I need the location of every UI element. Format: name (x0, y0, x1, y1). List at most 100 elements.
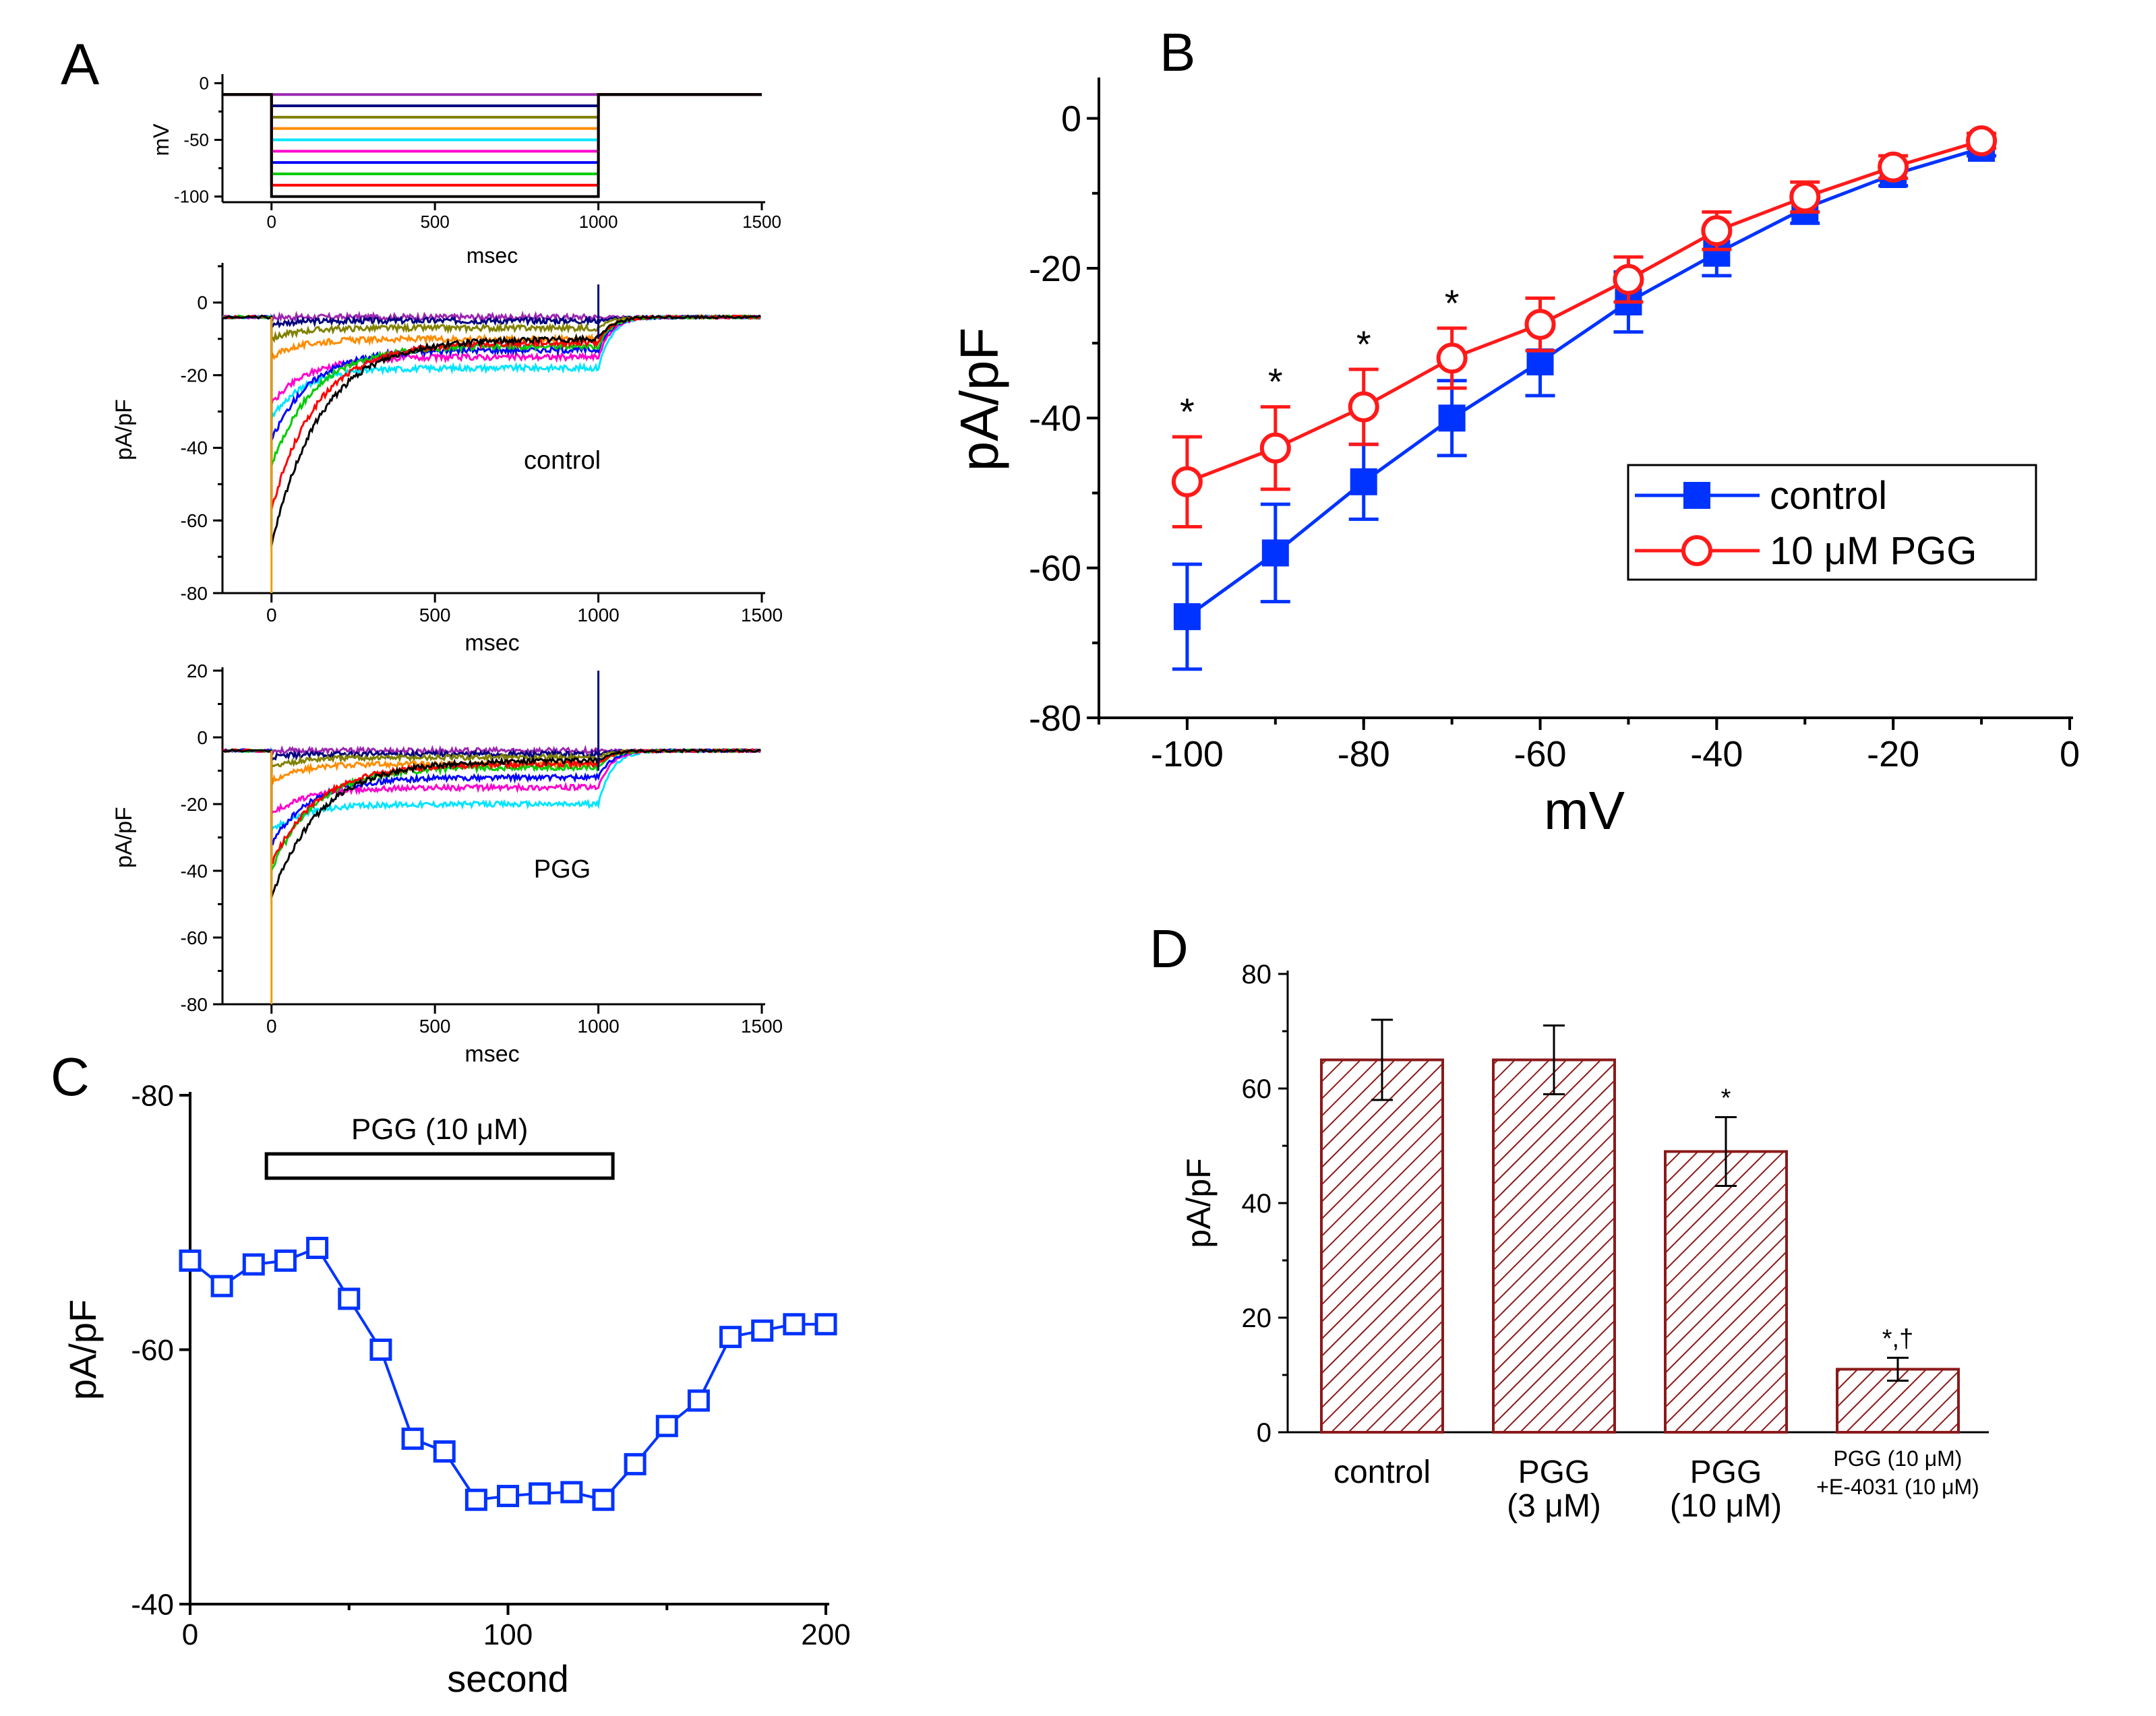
x-tick-label: -60 (1514, 734, 1567, 774)
data-point (1438, 404, 1466, 432)
y-tick-label: -100 (174, 187, 209, 207)
significance-mark: *,† (1882, 1325, 1913, 1353)
data-point (814, 1313, 837, 1336)
data-point (1789, 181, 1821, 213)
x-axis-label: second (447, 1657, 569, 1700)
data-point (274, 1249, 297, 1272)
y-tick-label: -80 (181, 583, 208, 604)
y-tick-label: 60 (1242, 1074, 1272, 1104)
data-point (210, 1275, 233, 1297)
y-tick-label: -60 (181, 927, 208, 948)
data-point (1348, 391, 1379, 423)
data-point (179, 1249, 202, 1272)
data-point (1878, 151, 1909, 183)
data-point (1350, 468, 1377, 495)
x-tick-label: 0 (266, 212, 276, 232)
data-point (1526, 348, 1554, 375)
current-trace (222, 747, 761, 898)
legend-label: control (1770, 474, 1887, 518)
y-tick-label: -40 (181, 437, 208, 458)
protocol-trace (222, 93, 762, 130)
y-axis-label: pA/pF (111, 807, 137, 868)
panel-c-time-course: 0 100 200 -80 -60 -40 second pA/pF PGG (10 μM) (61, 1079, 851, 1700)
x-tick-label: 500 (420, 212, 449, 232)
data-point (560, 1481, 583, 1504)
series-line (1187, 139, 1982, 484)
category-label: control (1334, 1454, 1431, 1490)
drug-application-label: PGG (10 μM) (351, 1113, 529, 1146)
data-point (401, 1428, 424, 1450)
y-tick-label: -60 (1029, 549, 1081, 589)
data-point (1613, 264, 1644, 295)
x-tick-label: 1500 (741, 605, 783, 625)
panel-label-c: C (51, 1047, 90, 1107)
panel-label-a: A (61, 32, 100, 97)
panel-a2-control-currents: 0 500 1000 1500 0 -20 -40 -60 -80 msec pA/pF contro… (111, 263, 783, 656)
trace-annotation: PGG (534, 855, 591, 884)
legend-marker (1681, 535, 1712, 566)
y-tick-label: 0 (1257, 1418, 1271, 1448)
x-tick-label: -100 (1151, 734, 1224, 774)
data-point (655, 1415, 678, 1438)
y-axis-label: pA/pF (61, 1299, 104, 1400)
y-tick-label: -80 (181, 994, 208, 1015)
x-tick-label: 0 (182, 1618, 198, 1651)
bar (1320, 1058, 1444, 1434)
data-point (497, 1485, 519, 1508)
data-point (624, 1452, 647, 1475)
panel-a3-pgg-currents: 0 500 1000 1500 20 0 -20 -40 -60 -80 msec pA/pF PGG (111, 661, 783, 1067)
panel-a1-voltage-protocol: 0 500 1000 1500 0 -50 -100 msec mV (149, 73, 781, 268)
y-axis-label: mV (149, 123, 173, 156)
panel-label-b: B (1160, 22, 1195, 82)
significance-star: * (1180, 390, 1195, 433)
protocol-trace (222, 93, 762, 198)
y-tick-label: 20 (1242, 1304, 1272, 1333)
bar (1664, 1150, 1788, 1434)
significance-star: * (1356, 323, 1371, 365)
x-tick-label: 500 (419, 605, 451, 625)
protocol-trace (222, 93, 762, 153)
data-point (338, 1287, 361, 1310)
x-tick-label: 0 (266, 1016, 277, 1037)
legend-label: 10 μM PGG (1770, 529, 1977, 573)
data-point (783, 1313, 806, 1336)
x-tick-label: 0 (2060, 734, 2080, 774)
y-tick-label: -60 (131, 1334, 174, 1367)
data-point (465, 1488, 487, 1511)
y-axis-label: pA/pF (111, 399, 137, 460)
panel-label-d: D (1149, 919, 1189, 979)
x-axis-label: mV (1544, 780, 1625, 840)
category-label: (10 μM) (1670, 1488, 1782, 1524)
current-trace (222, 314, 761, 547)
x-tick-label: -40 (1690, 734, 1743, 774)
trace-annotation: control (524, 447, 601, 475)
data-point (1966, 125, 1998, 156)
data-point (1701, 215, 1733, 247)
y-tick-label: 0 (197, 727, 208, 748)
x-tick-label: 1500 (742, 212, 781, 232)
y-tick-label: -20 (181, 794, 208, 815)
data-point (242, 1253, 265, 1276)
data-point (1173, 603, 1201, 630)
category-label: (3 μM) (1507, 1488, 1601, 1524)
y-tick-label: -80 (131, 1079, 174, 1112)
data-point (1259, 432, 1291, 464)
y-axis-label: pA/pF (949, 328, 1009, 471)
x-tick-label: 1000 (577, 1016, 619, 1037)
x-tick-label: 0 (266, 605, 277, 625)
data-point (1261, 539, 1289, 567)
protocol-trace (222, 93, 762, 108)
y-tick-label: 40 (1242, 1189, 1272, 1219)
y-tick-label: -40 (1029, 398, 1081, 439)
data-point (719, 1326, 742, 1349)
x-axis-label: msec (467, 243, 518, 268)
x-tick-label: 200 (801, 1618, 850, 1651)
x-tick-label: 500 (419, 1016, 451, 1037)
data-point (1436, 342, 1468, 374)
x-tick-label: 1500 (741, 1016, 783, 1037)
y-tick-label: -40 (131, 1588, 174, 1621)
y-tick-label: 80 (1242, 960, 1272, 989)
x-axis-label: msec (465, 1041, 519, 1067)
data-point (687, 1389, 710, 1412)
